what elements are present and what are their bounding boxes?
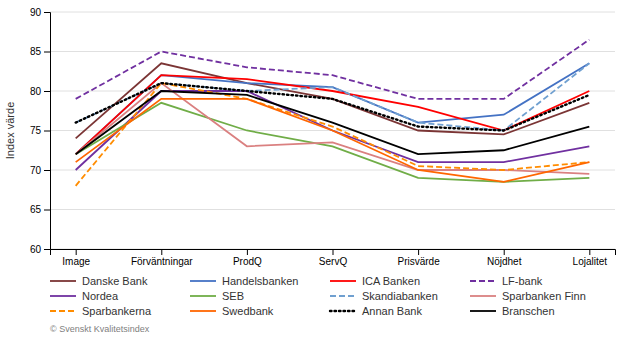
legend-swatch: [330, 280, 356, 282]
legend-swatch: [470, 310, 496, 312]
legend-label: ICA Banken: [362, 275, 420, 287]
chart: 60 65 70 75 80 85 90 Image Förväntningar ProdQ Ser…: [0, 0, 629, 361]
x-tick-label: Lojalitet: [573, 256, 608, 267]
legend-swatch: [330, 310, 356, 312]
y-tick: 70: [30, 165, 50, 176]
legend-swatch: [190, 310, 216, 312]
legend-item: Handelsbanken: [190, 275, 298, 287]
plot: 60 65 70 75 80 85 90 Image Förväntningar ProdQ Ser…: [30, 7, 616, 267]
y-tick-label: 90: [30, 7, 42, 18]
y-tick-label: 60: [30, 244, 42, 255]
legend-item: Annan Bank: [330, 305, 422, 317]
legend-item: Branschen: [470, 305, 555, 317]
x-tick-mark: [589, 249, 590, 255]
x-tick: Lojalitet: [573, 249, 608, 267]
x-tick-mark: [247, 249, 248, 255]
legend-swatch: [470, 295, 496, 297]
legend-label: Nordea: [82, 290, 119, 302]
x-axis-line: [51, 250, 616, 256]
y-axis-line: [44, 13, 51, 250]
legend-swatch: [330, 295, 356, 297]
grid-line: [50, 209, 615, 210]
y-tick-mark: [44, 210, 50, 211]
legend-swatch: [50, 295, 76, 297]
x-tick: Image: [62, 249, 90, 267]
x-tick: ServQ: [319, 249, 348, 267]
x-tick-label: Image: [62, 256, 90, 267]
legend-label: SEB: [222, 290, 244, 302]
legend-swatch: [50, 310, 76, 312]
legend-item: SEB: [190, 290, 244, 302]
legend: Danske Bank Handelsbanken ICA Banken LF-ban…: [50, 275, 586, 317]
x-tick-label: ServQ: [319, 256, 348, 267]
footnote: © Svenskt Kvalitetsindex: [50, 324, 150, 334]
legend-item: ICA Banken: [330, 275, 420, 287]
legend-label: Sparbankerna: [82, 305, 152, 317]
y-tick-mark: [44, 249, 50, 250]
x-tick: ProdQ: [233, 249, 262, 267]
legend-label: Sparbanken Finn: [502, 290, 586, 302]
legend-item: LF-bank: [470, 275, 543, 287]
y-tick: 85: [30, 46, 50, 57]
x-tick-mark: [504, 249, 505, 255]
legend-label: Handelsbanken: [222, 275, 298, 287]
series-line: [76, 83, 590, 186]
legend-swatch: [50, 280, 76, 282]
y-tick: 65: [30, 204, 50, 215]
legend-label: Skandiabanken: [362, 290, 438, 302]
lines: [76, 40, 590, 186]
grid-line: [50, 12, 615, 13]
y-tick-mark: [44, 131, 50, 132]
y-tick-label: 65: [30, 204, 42, 215]
y-tick-label: 80: [30, 86, 42, 97]
x-tick: Prisvärde: [397, 249, 440, 267]
x-tick-label: ProdQ: [233, 256, 262, 267]
y-tick-mark: [44, 12, 50, 13]
grid: [50, 12, 615, 249]
legend-item: Swedbank: [190, 305, 274, 317]
x-axis: Image Förväntningar ProdQ ServQ Prisvärde Nöj…: [51, 249, 616, 267]
x-tick: Förväntningar: [131, 249, 193, 267]
x-tick-label: Nöjdhet: [487, 256, 522, 267]
series-line: [76, 83, 590, 174]
legend-item: Skandiabanken: [330, 290, 438, 302]
x-tick-mark: [418, 249, 419, 255]
y-tick-label: 85: [30, 46, 42, 57]
legend-item: Nordea: [50, 290, 119, 302]
x-tick: Nöjdhet: [487, 249, 522, 267]
legend-item: Sparbanken Finn: [470, 290, 586, 302]
legend-item: Danske Bank: [50, 275, 148, 287]
legend-label: Branschen: [502, 305, 555, 317]
y-tick: 80: [30, 86, 50, 97]
legend-swatch: [470, 280, 496, 282]
series-line: [76, 91, 590, 154]
series-line: [76, 99, 590, 182]
y-tick-label: 70: [30, 165, 42, 176]
legend-label: Annan Bank: [362, 305, 422, 317]
grid-line: [50, 51, 615, 52]
y-tick: 60: [30, 244, 50, 255]
y-tick: 90: [30, 7, 50, 18]
legend-label: Danske Bank: [82, 275, 148, 287]
x-tick-mark: [161, 249, 162, 255]
x-tick-mark: [333, 249, 334, 255]
y-tick-label: 75: [30, 125, 42, 136]
x-tick-label: Prisvärde: [397, 256, 440, 267]
y-axis-title: Index värde: [4, 102, 16, 159]
legend-item: Sparbankerna: [50, 305, 152, 317]
x-tick-label: Förväntningar: [131, 256, 193, 267]
legend-label: Swedbank: [222, 305, 274, 317]
y-tick-mark: [44, 91, 50, 92]
legend-swatch: [190, 295, 216, 297]
y-axis: 60 65 70 75 80 85 90: [30, 7, 51, 255]
x-tick-mark: [76, 249, 77, 255]
legend-swatch: [190, 280, 216, 282]
y-tick-mark: [44, 52, 50, 53]
y-tick: 75: [30, 125, 50, 136]
y-tick-mark: [44, 170, 50, 171]
legend-label: LF-bank: [502, 275, 543, 287]
